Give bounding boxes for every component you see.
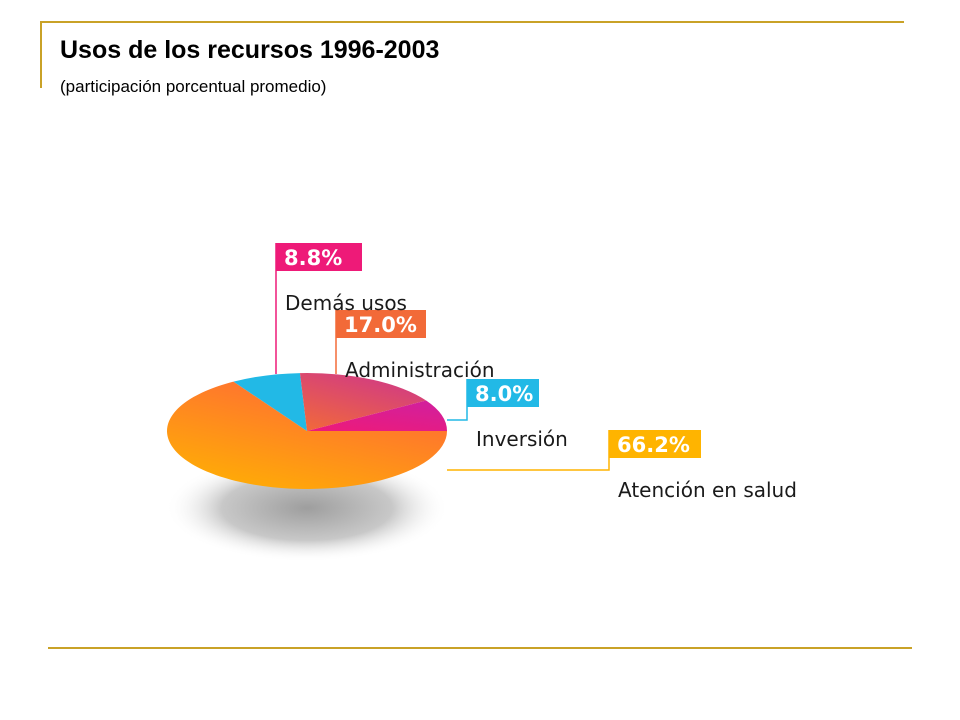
value-label-atencion-en-salud: 66.2% bbox=[617, 433, 690, 457]
page-subtitle: (participación porcentual promedio) bbox=[60, 77, 327, 96]
value-label-demas-usos: 8.8% bbox=[284, 246, 342, 270]
pie-slice-demas-usos bbox=[307, 400, 447, 431]
pie-slice-atencion-en-salud bbox=[167, 381, 448, 489]
category-label-administracion: Administración bbox=[345, 358, 495, 382]
pie-slice-administracion bbox=[299, 372, 427, 431]
category-label-inversion: Inversión bbox=[476, 427, 568, 451]
value-badge-demas-usos bbox=[276, 243, 362, 271]
pie-shadow bbox=[165, 454, 449, 562]
callout-atencion-en-salud: 66.2% Atención en salud bbox=[447, 430, 797, 502]
value-label-administracion: 17.0% bbox=[344, 313, 417, 337]
value-badge-administracion bbox=[336, 310, 426, 338]
value-badge-inversion bbox=[467, 379, 539, 407]
leader-line-inversion bbox=[447, 379, 468, 421]
callout-demas-usos: 8.8% Demás usos bbox=[275, 243, 407, 374]
pie-slice-inversion bbox=[233, 373, 307, 431]
value-badge-atencion-en-salud bbox=[609, 430, 701, 458]
callout-inversion: 8.0% Inversión bbox=[447, 379, 568, 451]
category-label-demas-usos: Demás usos bbox=[285, 291, 407, 315]
bottom-rule bbox=[48, 647, 912, 649]
top-rule bbox=[40, 21, 904, 23]
page-title: Usos de los recursos 1996-2003 bbox=[60, 36, 440, 64]
left-rule bbox=[40, 21, 42, 88]
category-label-atencion-en-salud: Atención en salud bbox=[618, 478, 797, 502]
value-label-inversion: 8.0% bbox=[475, 382, 533, 406]
callout-administracion: 17.0% Administración bbox=[335, 310, 495, 382]
